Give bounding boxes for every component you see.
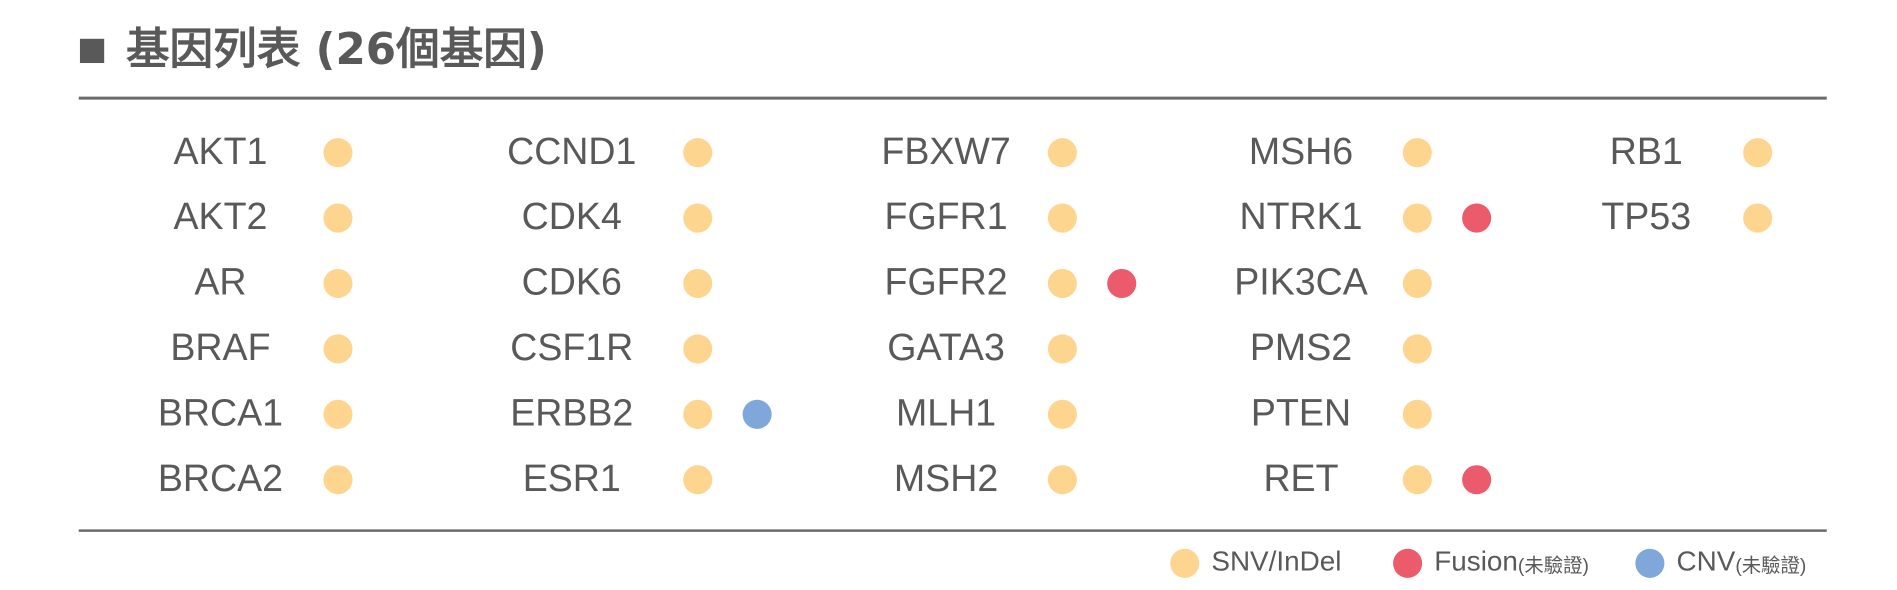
gene-name: TP53 bbox=[1601, 195, 1691, 237]
legend-note: (未驗證) bbox=[1518, 555, 1589, 577]
gene-name: BRAF bbox=[170, 326, 270, 368]
variant-dot bbox=[1402, 465, 1432, 495]
variant-dot bbox=[1047, 203, 1077, 233]
variant-dot bbox=[323, 465, 353, 495]
gene-name: NTRK1 bbox=[1239, 195, 1362, 237]
legend-label: SNV/InDel bbox=[1211, 546, 1341, 577]
gene-name: PIK3CA bbox=[1234, 261, 1368, 303]
gene-name: ESR1 bbox=[523, 457, 621, 499]
variant-dot bbox=[1743, 203, 1773, 233]
gene-name: PMS2 bbox=[1250, 326, 1352, 368]
variant-dot bbox=[1047, 399, 1077, 429]
variant-dot bbox=[683, 465, 713, 495]
variant-dot bbox=[1402, 203, 1432, 233]
legend-label: Fusion(未驗證) bbox=[1434, 546, 1589, 577]
variant-dot bbox=[323, 138, 353, 168]
variant-dot bbox=[1402, 268, 1432, 299]
gene-name: GATA3 bbox=[887, 326, 1005, 368]
gene-name: CSF1R bbox=[510, 326, 633, 368]
variant-dot bbox=[1743, 138, 1773, 168]
variant-dot bbox=[742, 399, 772, 429]
title: 基因列表 (26個基因) bbox=[126, 25, 547, 75]
gene-name: FBXW7 bbox=[881, 130, 1010, 172]
variant-dot bbox=[1047, 268, 1077, 299]
legend-text: SNV/InDel bbox=[1211, 546, 1341, 577]
gene-name: PTEN bbox=[1251, 391, 1351, 433]
gene-name: MSH6 bbox=[1249, 130, 1353, 172]
variant-dot bbox=[1047, 465, 1077, 495]
variant-dot bbox=[323, 334, 353, 364]
variant-dot bbox=[683, 203, 713, 233]
variant-dot bbox=[1402, 334, 1432, 364]
variant-dot bbox=[323, 399, 353, 429]
gene-name: FGFR2 bbox=[885, 261, 1008, 303]
legend-label: CNV(未驗證) bbox=[1677, 546, 1807, 577]
gene-name: MLH1 bbox=[896, 391, 996, 433]
gene-name: BRCA1 bbox=[158, 391, 283, 433]
variant-dot bbox=[683, 138, 713, 168]
title-icon bbox=[79, 38, 105, 64]
gene-name: BRCA2 bbox=[158, 457, 283, 499]
legend-dot bbox=[1170, 548, 1200, 578]
legend-text: Fusion bbox=[1434, 546, 1518, 577]
legend: SNV/InDel Fusion(未驗證) CNV(未驗證) bbox=[1170, 546, 1806, 578]
variant-dot bbox=[323, 203, 353, 233]
legend-text: CNV bbox=[1677, 546, 1736, 577]
legend-dot bbox=[1635, 548, 1665, 578]
variant-dot bbox=[683, 268, 713, 299]
gene-name: AKT1 bbox=[174, 130, 268, 172]
gene-name: AR bbox=[194, 261, 246, 303]
gene-name: CDK4 bbox=[522, 195, 622, 237]
variant-dot bbox=[1462, 203, 1492, 233]
variant-dot bbox=[683, 399, 713, 429]
gene-name: RB1 bbox=[1610, 130, 1683, 172]
legend-note: (未驗證) bbox=[1735, 555, 1806, 577]
gene-name: AKT2 bbox=[174, 195, 268, 237]
variant-dot bbox=[1047, 334, 1077, 364]
gene-name: ERBB2 bbox=[510, 391, 633, 433]
gene-name: CCND1 bbox=[507, 130, 636, 172]
variant-dot bbox=[1107, 268, 1137, 299]
legend-dot bbox=[1393, 548, 1423, 578]
variant-dot bbox=[1402, 399, 1432, 429]
gene-name: MSH2 bbox=[894, 457, 998, 499]
gene-name: FGFR1 bbox=[885, 195, 1008, 237]
gene-name: CDK6 bbox=[522, 261, 622, 303]
variant-dot bbox=[1462, 465, 1492, 495]
variant-dot bbox=[323, 268, 353, 299]
variant-dot bbox=[1402, 138, 1432, 168]
gene-name: RET bbox=[1263, 457, 1338, 499]
variant-dot bbox=[1047, 138, 1077, 168]
variant-dot bbox=[683, 334, 713, 364]
